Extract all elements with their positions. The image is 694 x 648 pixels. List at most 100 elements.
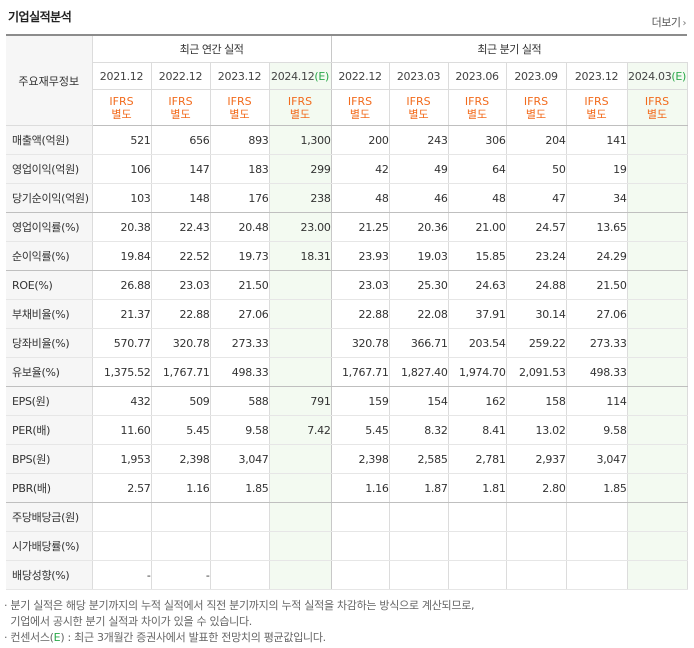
quarter-value-cell — [627, 502, 688, 532]
ifrs-standard-cell: IFRS 별도 — [448, 89, 507, 126]
quarter-value-cell — [627, 270, 688, 300]
annual-value-cell — [269, 473, 332, 503]
ifrs-type-label: 별도 — [466, 107, 488, 121]
quarter-value-cell — [627, 183, 688, 213]
quarter-value-cell: 204 — [506, 125, 567, 155]
table-row: 부채비율(%) 21.37 22.88 27.06 22.88 22.08 37.91 30.… — [6, 299, 688, 329]
annual-value-cell: 2.57 — [92, 473, 152, 503]
quarter-value-cell — [566, 502, 628, 532]
estimate-mark: (E) — [314, 69, 330, 83]
annual-value-cell — [92, 502, 152, 532]
quarter-value-cell — [627, 212, 688, 242]
quarter-value-cell: 13.65 — [566, 212, 628, 242]
annual-value-cell: 2,398 — [151, 444, 211, 474]
annual-value-cell — [269, 299, 332, 329]
annual-value-cell: 320.78 — [151, 328, 211, 358]
quarter-value-cell: 1.87 — [389, 473, 449, 503]
quarter-value-cell — [448, 560, 507, 590]
quarter-value-cell: 2,781 — [448, 444, 507, 474]
quarter-value-cell — [627, 299, 688, 329]
annual-value-cell: 21.37 — [92, 299, 152, 329]
quarter-value-cell: 2,937 — [506, 444, 567, 474]
footnotes: · 분기 실적은 해당 분기까지의 누적 실적에서 직전 분기까지의 누적 실적… — [4, 598, 475, 646]
period-header-quarter: 2024.03(E) — [627, 62, 688, 90]
annual-value-cell: 9.58 — [210, 415, 270, 445]
annual-value-cell: - — [151, 560, 211, 590]
quarter-value-cell: 1,827.40 — [389, 357, 449, 387]
ifrs-header-row: IFRS 별도 IFRS 별도 IFRS 별도 IFRS 별도 IFRS 별도 IFRS 별도 IFRS… — [6, 89, 688, 126]
ifrs-standard-cell: IFRS 별도 — [389, 89, 449, 126]
quarter-value-cell — [627, 415, 688, 445]
annual-value-cell: 106 — [92, 154, 152, 184]
annual-value-cell: 1,767.71 — [151, 357, 211, 387]
quarter-value-cell: 34 — [566, 183, 628, 213]
quarter-value-cell — [627, 328, 688, 358]
period-label: 2024.03 — [628, 69, 672, 83]
ifrs-type-label: 별도 — [349, 107, 371, 121]
annual-value-cell: 27.06 — [210, 299, 270, 329]
annual-value-cell: 23.03 — [151, 270, 211, 300]
quarter-value-cell — [627, 560, 688, 590]
quarter-value-cell: 24.29 — [566, 241, 628, 271]
annual-value-cell: 1.85 — [210, 473, 270, 503]
ifrs-type-label: 별도 — [646, 107, 668, 121]
period-header-quarter: 2022.12 — [331, 62, 390, 90]
chevron-right-icon: › — [682, 18, 687, 29]
quarter-value-cell — [627, 386, 688, 416]
quarter-value-cell: 273.33 — [566, 328, 628, 358]
annual-value-cell: 19.73 — [210, 241, 270, 271]
row-label: 매출액(억원) — [6, 125, 93, 155]
quarter-value-cell: 5.45 — [331, 415, 390, 445]
more-link[interactable]: 더보기 › — [652, 14, 687, 30]
quarter-value-cell: 48 — [331, 183, 390, 213]
quarter-value-cell: 2,091.53 — [506, 357, 567, 387]
quarter-value-cell: 162 — [448, 386, 507, 416]
annual-group-header: 최근 연간 실적 — [92, 35, 332, 63]
quarter-value-cell: 24.63 — [448, 270, 507, 300]
period-header-quarter: 2023.12 — [566, 62, 628, 90]
annual-value-cell — [269, 270, 332, 300]
annual-value-cell: 1,300 — [269, 125, 332, 155]
ifrs-standard-cell: IFRS 별도 — [92, 89, 152, 126]
quarter-value-cell: 25.30 — [389, 270, 449, 300]
quarter-value-cell — [389, 502, 449, 532]
annual-value-cell: 1,375.52 — [92, 357, 152, 387]
ifrs-standard-cell: IFRS 별도 — [210, 89, 270, 126]
row-label: 시가배당률(%) — [6, 531, 93, 561]
annual-value-cell — [210, 502, 270, 532]
row-label: EPS(원) — [6, 386, 93, 416]
ifrs-label: IFRS — [523, 94, 549, 108]
row-label: 부채비율(%) — [6, 299, 93, 329]
group-header-row: 주요재무정보 최근 연간 실적 최근 분기 실적 — [6, 35, 688, 126]
quarter-value-cell: 15.85 — [448, 241, 507, 271]
quarter-value-cell: 243 — [389, 125, 449, 155]
period-header-annual: 2022.12 — [151, 62, 211, 90]
quarter-group-header: 최근 분기 실적 — [331, 35, 688, 63]
annual-value-cell: 7.42 — [269, 415, 332, 445]
ifrs-standard-cell: IFRS 별도 — [331, 89, 390, 126]
quarter-value-cell — [389, 531, 449, 561]
period-header-quarter: 2023.06 — [448, 62, 507, 90]
annual-value-cell: 11.60 — [92, 415, 152, 445]
quarter-value-cell: 20.36 — [389, 212, 449, 242]
annual-value-cell: 509 — [151, 386, 211, 416]
quarter-value-cell: 1,974.70 — [448, 357, 507, 387]
footnote-1: · 분기 실적은 해당 분기까지의 누적 실적에서 직전 분기까지의 누적 실적… — [4, 599, 475, 612]
quarter-value-cell: 2,398 — [331, 444, 390, 474]
quarter-value-cell — [506, 560, 567, 590]
quarter-value-cell — [627, 473, 688, 503]
annual-value-cell: 20.48 — [210, 212, 270, 242]
table-row: 당좌비율(%) 570.77 320.78 273.33 320.78 366.71 203… — [6, 328, 688, 358]
ifrs-type-label: 별도 — [586, 107, 607, 121]
quarter-value-cell: 13.02 — [506, 415, 567, 445]
ifrs-standard-cell: IFRS 별도 — [151, 89, 211, 126]
table-row: 시가배당률(%) — [6, 531, 688, 561]
table-row: 주당배당금(원) — [6, 502, 688, 532]
period-header-quarter: 2023.03 — [389, 62, 449, 90]
row-label: 순이익률(%) — [6, 241, 93, 271]
quarter-value-cell: 8.32 — [389, 415, 449, 445]
annual-value-cell: 19.84 — [92, 241, 152, 271]
period-label: 2023.12 — [217, 69, 262, 83]
annual-value-cell: 588 — [210, 386, 270, 416]
